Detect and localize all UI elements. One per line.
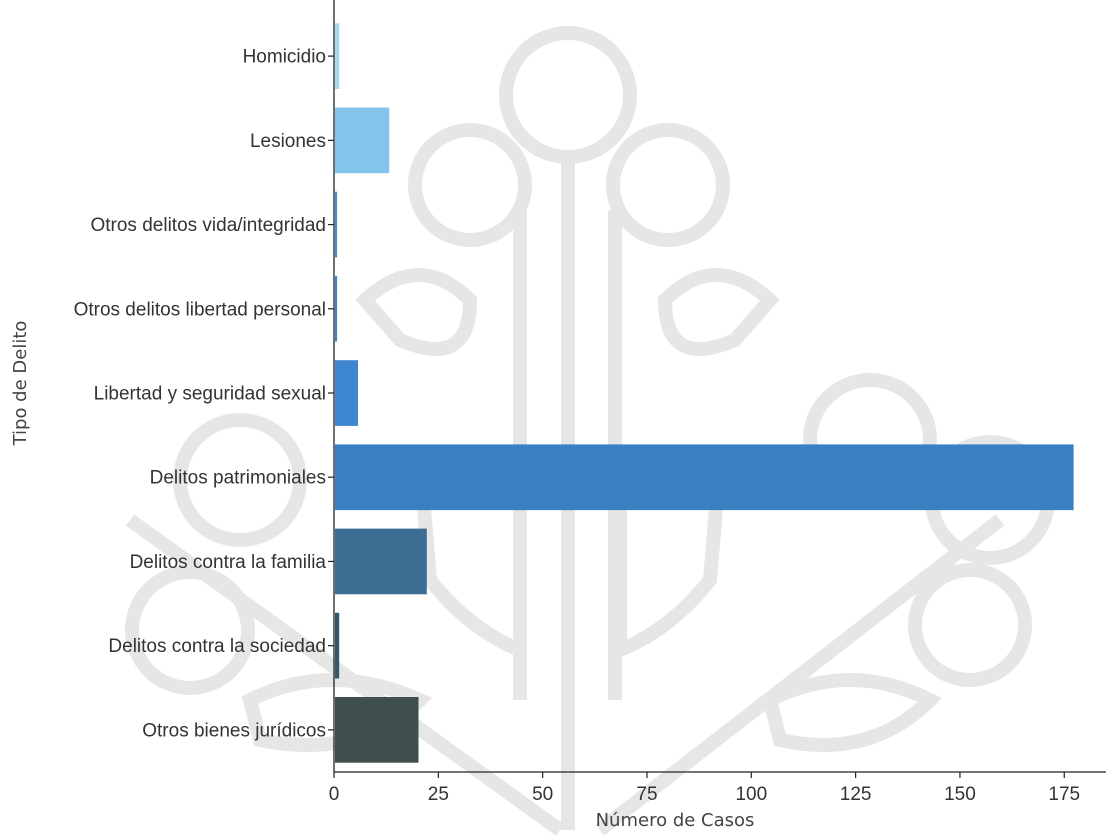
bar (335, 360, 358, 426)
bar (335, 275, 338, 342)
y-tick-label: Lesiones (250, 131, 326, 152)
y-tick-label: Otros delitos vida/integridad (90, 215, 326, 236)
x-axis-title: Número de Casos (596, 810, 755, 831)
y-tick-label: Libertad y seguridad sexual (94, 384, 326, 405)
x-tick-label: 0 (329, 784, 340, 805)
plot-axes (333, 0, 1106, 773)
bar (335, 528, 427, 595)
x-tick-label: 175 (1048, 784, 1080, 805)
x-tick-label: 125 (840, 784, 872, 805)
y-tick-label: Otros delitos libertad personal (74, 299, 326, 320)
bar (335, 191, 338, 258)
y-tick-label: Delitos contra la sociedad (108, 636, 326, 657)
bars-group (335, 23, 1074, 763)
x-tick-label: 100 (735, 784, 767, 805)
x-tick-label: 150 (944, 784, 976, 805)
x-tick-label: 50 (532, 784, 553, 805)
bar (335, 444, 1074, 511)
bar (335, 612, 340, 679)
watermark-logo (125, 26, 1055, 836)
bar (335, 23, 340, 89)
x-tick-label: 75 (636, 784, 657, 805)
y-axis-title: Tipo de Delito (10, 321, 31, 447)
x-tick-labels: 0 25 50 75 100 125 150 175 (329, 772, 1080, 805)
y-tick-label: Delitos patrimoniales (150, 468, 326, 489)
y-tick-label: Delitos contra la familia (130, 552, 327, 573)
bar (335, 107, 390, 174)
x-tick-label: 25 (428, 784, 449, 805)
y-tick-labels: Homicidio Lesiones Otros delitos vida/inte… (74, 47, 334, 741)
y-tick-label: Otros bienes jurídicos (142, 720, 326, 741)
bar (335, 697, 419, 763)
y-tick-label: Homicidio (243, 47, 326, 68)
